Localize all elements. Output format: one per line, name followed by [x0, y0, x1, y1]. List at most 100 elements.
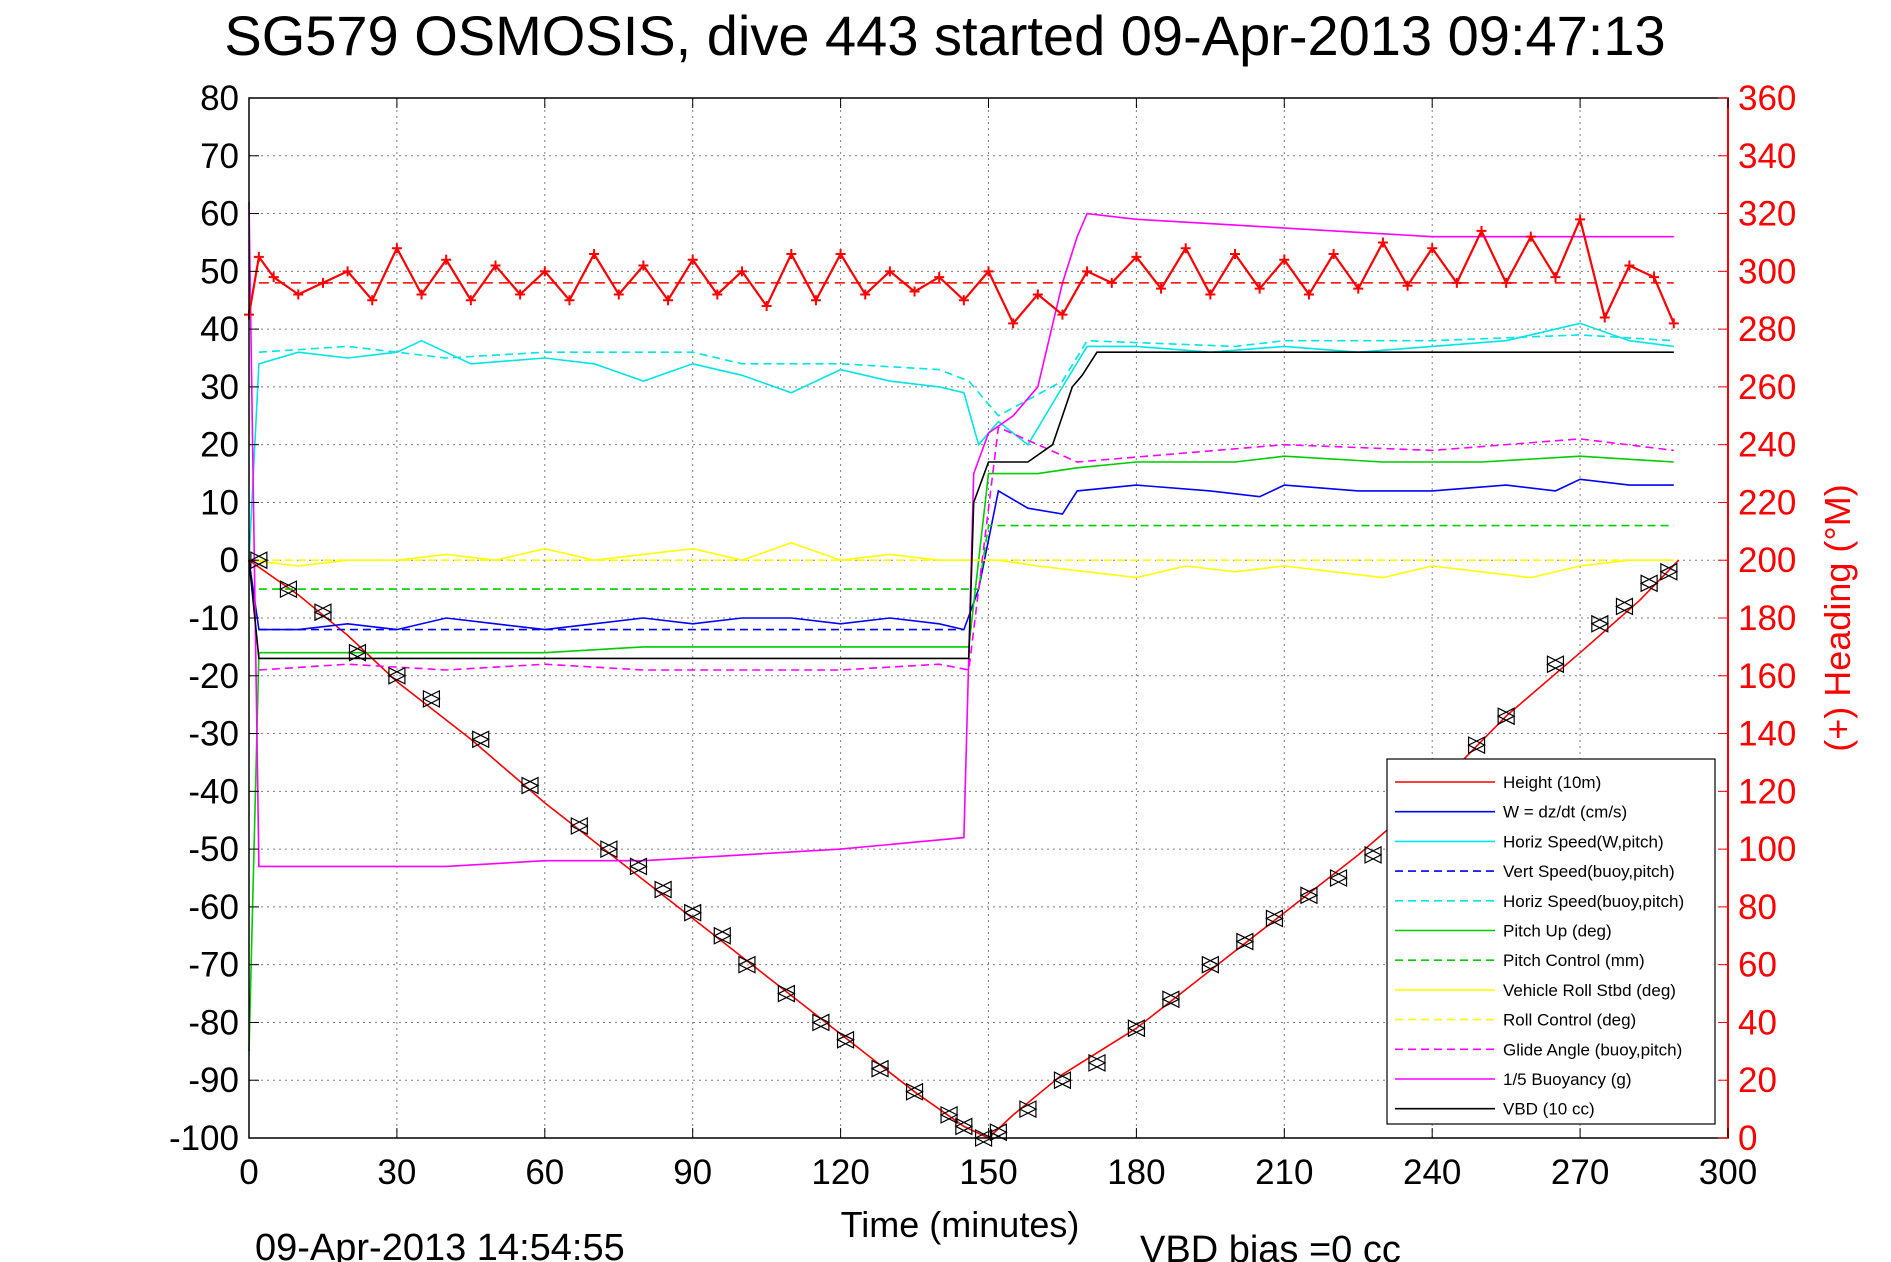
y-left-tick-labels: 80 70 60 50 40 30 20 10 0 -10 -20 -30 -40 -50 -60 -70 -8… — [169, 79, 239, 1158]
legend-label: VBD (10 cc) — [1503, 1100, 1595, 1119]
heading-point — [958, 295, 969, 306]
heading-point — [342, 266, 353, 277]
heading-point — [860, 289, 871, 300]
x-tick-label: 210 — [1255, 1153, 1313, 1192]
y-left-tick-label: -40 — [188, 772, 239, 811]
x-tick-label: 90 — [673, 1153, 712, 1192]
x-tick-labels: 0 30 60 90 120 150 180 210 240 270 300 — [239, 1153, 1757, 1192]
heading-point — [1377, 237, 1388, 248]
marker-left — [1467, 736, 1486, 755]
heading-point — [1668, 318, 1679, 329]
y-right-tick-label: 0 — [1738, 1119, 1757, 1158]
heading-point — [1402, 280, 1413, 291]
axis-ticks — [248, 97, 1729, 1139]
y-left-tick-label: 60 — [200, 195, 239, 234]
marker-left — [777, 984, 795, 1003]
chart-title: SG579 OSMOSIS, dive 443 started 09-Apr-2… — [224, 4, 1665, 67]
heading-line — [247, 215, 1675, 326]
legend-label: Horiz Speed(buoy,pitch) — [1503, 892, 1684, 911]
heading-point — [613, 289, 624, 300]
marker-left — [1018, 1100, 1037, 1119]
y-left-tick-label: -50 — [188, 830, 239, 869]
legend-label: Horiz Speed(W,pitch) — [1503, 832, 1664, 851]
heading-point — [1082, 266, 1093, 277]
x-tick-label: 240 — [1403, 1153, 1461, 1192]
heading-point — [810, 295, 821, 306]
y-right-tick-label: 240 — [1738, 426, 1796, 465]
series-line-11 — [248, 351, 1674, 660]
marker-left — [520, 776, 539, 795]
y-right-tick-label: 160 — [1738, 657, 1796, 696]
marker-left — [1127, 1019, 1145, 1038]
marker-left — [683, 903, 702, 922]
y-right-tick-label: 280 — [1738, 310, 1796, 349]
y-right-tick-label: 20 — [1738, 1061, 1777, 1100]
heading-point — [761, 301, 772, 311]
heading-point — [367, 295, 378, 306]
heading-point — [589, 249, 600, 259]
y-right-tick-label: 220 — [1738, 483, 1796, 522]
heading-point — [663, 295, 674, 306]
marker-left — [1546, 655, 1565, 674]
marker-left — [1053, 1071, 1072, 1090]
x-tick-label: 300 — [1699, 1153, 1757, 1192]
y-right-tick-label: 340 — [1738, 137, 1796, 176]
marker-left — [811, 1013, 830, 1032]
y-left-tick-label: -60 — [188, 888, 239, 927]
y-left-tick-label: 50 — [200, 252, 239, 291]
heading-point — [1156, 283, 1167, 294]
marker-left — [569, 817, 588, 835]
heading-point — [1427, 243, 1438, 254]
heading-point — [786, 249, 797, 259]
footer-date: 09-Apr-2013 14:54:55 — [255, 1227, 625, 1262]
y-right-tick-label: 320 — [1738, 195, 1796, 234]
legend-label: Roll Control (deg) — [1503, 1011, 1636, 1030]
legend-label: 1/5 Buoyancy (g) — [1503, 1070, 1632, 1089]
marker-left — [1299, 886, 1318, 905]
marker-left — [653, 880, 672, 899]
x-tick-label: 30 — [377, 1153, 416, 1192]
marker-left — [1639, 574, 1658, 593]
marker-left — [313, 603, 332, 622]
y-left-tick-label: -90 — [188, 1061, 239, 1100]
y-right-tick-label: 200 — [1738, 541, 1796, 580]
marker-left — [1201, 955, 1219, 974]
marker-left — [989, 1123, 1007, 1142]
marker-left — [1363, 845, 1382, 864]
heading-point — [1624, 260, 1635, 271]
y-right-tick-label: 100 — [1738, 830, 1796, 869]
heading-point — [1180, 243, 1191, 254]
heading-point — [884, 266, 895, 277]
x-tick-label: 180 — [1107, 1153, 1165, 1192]
heading-point — [268, 272, 279, 283]
marker-left — [1161, 990, 1180, 1009]
y-right-tick-label: 60 — [1738, 946, 1777, 985]
y-left-tick-label: -30 — [188, 715, 239, 754]
y-right-tick-label: 40 — [1738, 1003, 1777, 1042]
marker-left — [279, 580, 298, 599]
marker-left — [870, 1059, 889, 1078]
y-left-tick-label: -70 — [188, 946, 239, 985]
heading-point — [1254, 283, 1265, 294]
series-line-1 — [248, 478, 1674, 631]
marker-left — [1265, 909, 1284, 928]
legend-label: Pitch Control (mm) — [1503, 951, 1645, 970]
heading-point — [1303, 289, 1314, 300]
marker-left — [1659, 562, 1678, 581]
marker-left — [1590, 614, 1609, 633]
y-left-tick-label: 10 — [200, 483, 239, 522]
heading-point — [490, 260, 501, 271]
heading-point — [293, 289, 304, 300]
heading-point — [1328, 249, 1339, 259]
series-line-10 — [248, 201, 1674, 868]
legend-box — [1386, 758, 1716, 1125]
y-right-tick-labels: 3603403203002802602402202001801601401201… — [1738, 79, 1796, 1158]
series-line-6 — [258, 524, 1674, 590]
marker-left — [249, 551, 268, 570]
heading-point — [1131, 251, 1142, 262]
heading-point — [1599, 312, 1610, 323]
y-right-tick-label: 80 — [1738, 888, 1777, 927]
x-axis-label: Time (minutes) — [841, 1204, 1080, 1245]
legend-items: Height (10m) W = dz/dt (cm/s) Horiz Speed(… — [1395, 773, 1684, 1119]
